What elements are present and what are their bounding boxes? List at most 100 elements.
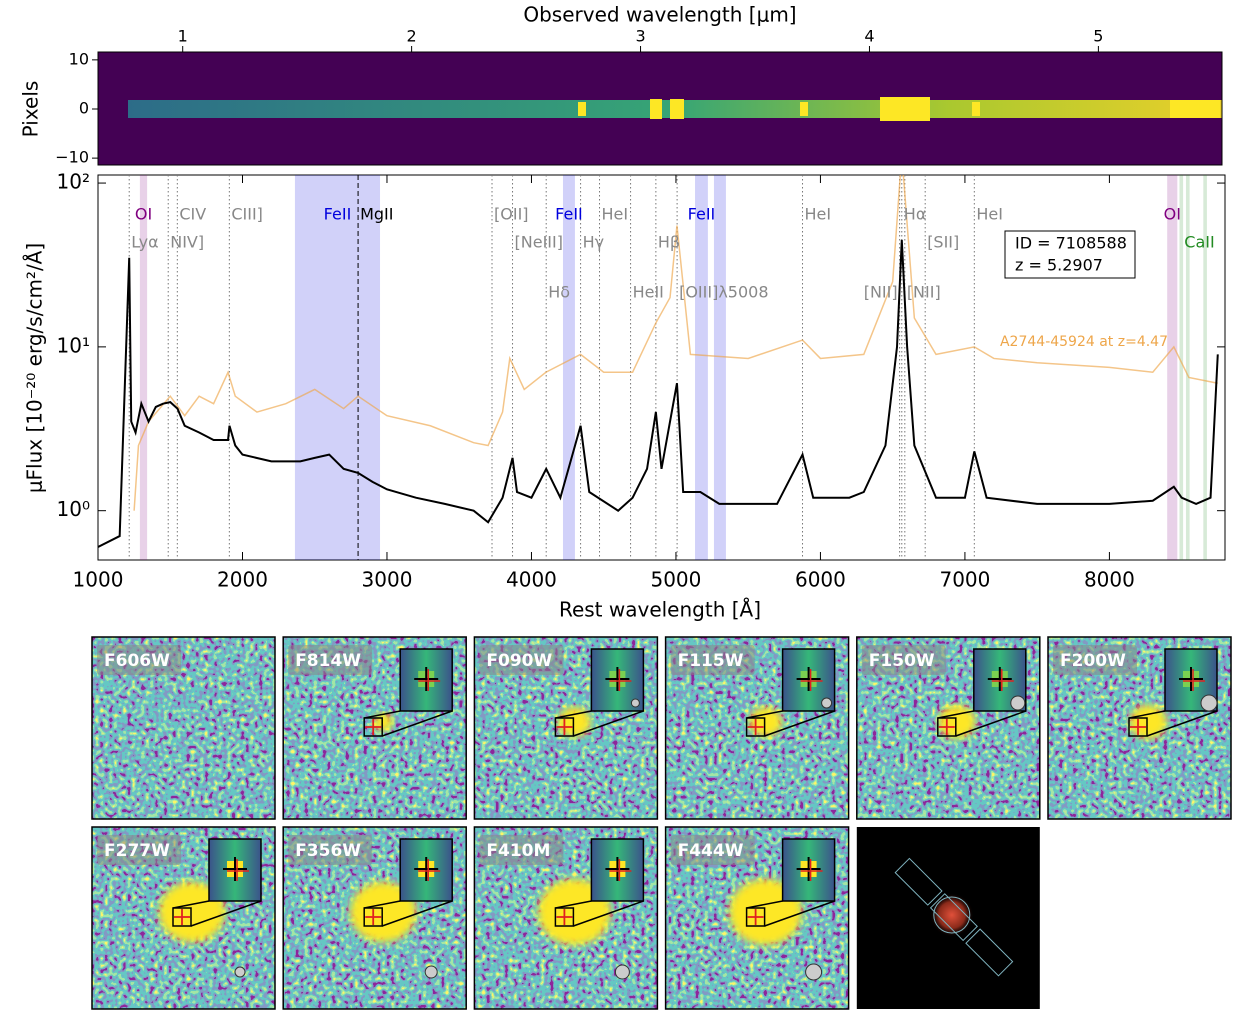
line-label: Hβ: [658, 233, 680, 252]
slit-shutters: [894, 857, 1014, 977]
x-tick-label: 1: [178, 27, 188, 46]
source-box: [172, 907, 192, 927]
psf: [1010, 695, 1026, 711]
filter-label: F814W: [295, 651, 361, 671]
inset-cross-red: [609, 669, 632, 691]
psf: [821, 697, 833, 709]
psf: [630, 698, 640, 708]
inset-cross-red: [609, 859, 632, 881]
line-label: HeI: [602, 205, 629, 224]
psf: [805, 963, 823, 981]
zoom-lines: [746, 710, 835, 737]
filter-label-bg: [97, 835, 181, 865]
source-cross: [365, 719, 382, 735]
band: [139, 175, 148, 560]
x-tick-label: 8000: [1084, 568, 1135, 592]
source-blob: [938, 705, 976, 739]
line-label: HeI: [976, 205, 1003, 224]
cutout-frame: [473, 636, 659, 820]
y-tick-label: 10⁰: [57, 497, 90, 521]
y-axis-label: μFlux [10⁻²⁰ erg/s/cm²/Å]: [23, 243, 47, 493]
cutout-frame: [91, 636, 276, 820]
line-label: [SII]: [927, 233, 959, 252]
cutout-frame: [664, 826, 850, 1010]
band-label: OI: [135, 205, 152, 224]
source-box: [937, 717, 957, 737]
band-label: FeII: [324, 205, 352, 224]
line-label: Hγ: [583, 233, 605, 252]
line-label: [OII]: [494, 205, 529, 224]
filter-label-bg: [670, 835, 755, 865]
slit-source: [929, 893, 974, 937]
cutout-frame: [473, 826, 659, 1010]
x-tick-label: 3: [635, 27, 645, 46]
x-axis-label: Rest wavelength [Å]: [559, 598, 761, 622]
spectrum-line: [133, 175, 1218, 511]
x-tick-label: 7000: [939, 568, 990, 592]
y-tick-label: 10¹: [57, 333, 90, 357]
inset-cross: [414, 667, 439, 691]
y-tick-label: 10: [69, 49, 89, 68]
filter-label: F444W: [678, 841, 744, 861]
x-tick-label: 1000: [73, 568, 124, 592]
redshift-text: z = 5.2907: [1015, 256, 1103, 275]
line-label: [NII]: [907, 283, 941, 302]
source-box: [363, 907, 383, 927]
x-tick-label: 3000: [362, 568, 413, 592]
line-label: Hα: [904, 205, 927, 224]
zoom-lines: [364, 900, 453, 927]
band: [1185, 175, 1190, 560]
filter-label: F200W: [1060, 651, 1126, 671]
filter-label: F277W: [104, 841, 170, 861]
y-axis-label: Pixels: [19, 81, 43, 138]
band: [1179, 175, 1184, 560]
slit-aperture: [933, 896, 971, 934]
psf: [614, 964, 630, 980]
id-box: [1004, 230, 1136, 279]
filter-label-bg: [479, 835, 564, 865]
plot-area: [98, 175, 1219, 560]
cutout-frame: [856, 636, 1041, 820]
band-label: FeII: [688, 205, 716, 224]
source-cross: [747, 719, 764, 735]
zoom-lines: [555, 710, 644, 737]
filter-label: F150W: [869, 651, 935, 671]
top-axis-title: Observed wavelength [μm]: [523, 3, 796, 27]
inset-cross: [414, 857, 439, 881]
filter-label-bg: [97, 645, 181, 675]
source-cross: [556, 909, 573, 925]
x-tick-label: 4000: [506, 568, 557, 592]
line-label: Hδ: [548, 283, 570, 302]
inset-cross: [796, 667, 821, 691]
slit-shutter: [929, 893, 978, 942]
x-tick-label: 5: [1093, 27, 1103, 46]
spectrum-line: [98, 239, 1219, 548]
band: [1167, 175, 1178, 560]
band: [1203, 175, 1207, 560]
filter-label-bg: [479, 645, 564, 675]
band: [294, 175, 381, 560]
filter-label-bg: [288, 835, 373, 865]
id-text: ID = 7108588: [1015, 234, 1127, 253]
filter-label: F115W: [678, 651, 744, 671]
source-cross: [747, 909, 764, 925]
inset-cross-red: [800, 669, 823, 691]
inset-cross-red: [227, 859, 249, 881]
inset-cross: [987, 667, 1012, 691]
zoom-lines: [1128, 710, 1218, 737]
line-label: Lyα: [131, 233, 158, 252]
inset-cross: [223, 857, 247, 881]
source-box: [554, 907, 575, 927]
filter-label-bg: [670, 645, 755, 675]
line-label: HeII: [633, 283, 664, 302]
source-cross: [556, 719, 573, 735]
y-tick-label: 0: [79, 98, 89, 117]
zoom-lines: [746, 900, 835, 927]
band-label: OI: [1164, 205, 1181, 224]
line-label: MgII: [360, 205, 393, 224]
slit-shutter: [894, 857, 943, 906]
source-box: [554, 717, 575, 737]
source-blob: [1129, 705, 1167, 739]
psf: [234, 966, 246, 978]
